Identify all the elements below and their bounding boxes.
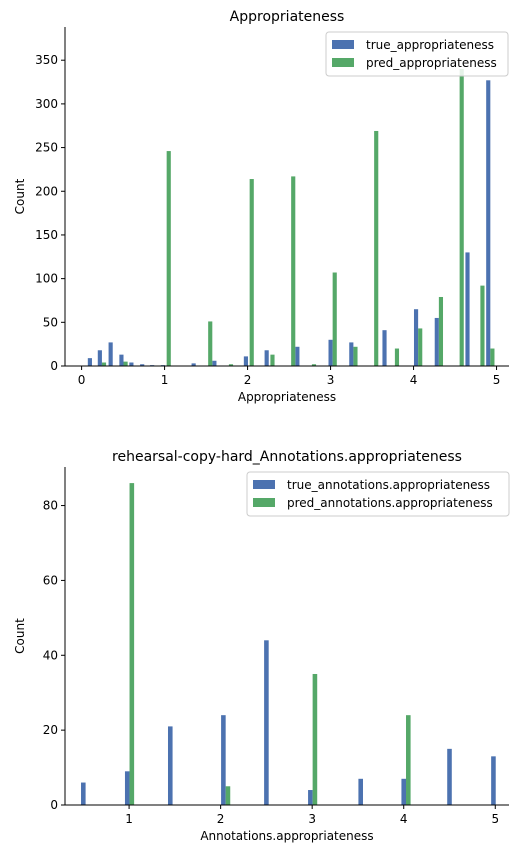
legend-swatch-pred (253, 498, 275, 507)
x-axis-label: Appropriateness (238, 390, 336, 404)
bar-pred-12 (394, 348, 400, 366)
bar-pred-2 (166, 151, 171, 366)
bar-true-6 (358, 778, 363, 805)
bar-true-12 (264, 350, 269, 366)
y-tick-label-2: 100 (35, 272, 58, 286)
bar-true-1 (97, 350, 102, 366)
bar-true-7 (401, 778, 407, 805)
y-tick-label-6: 300 (35, 97, 58, 111)
bar-true-17 (413, 309, 419, 366)
chart-title: rehearsal-copy-hard_Annotations.appropri… (112, 449, 462, 465)
x-tick-label-3: 4 (400, 812, 408, 826)
chart-1: 0 1 2 3 4 5050100150200250300350Appropriatene… (13, 9, 509, 404)
y-tick-label-2: 40 (43, 648, 58, 662)
x-tick-label-2: 2 (244, 373, 252, 387)
x-tick-label-2: 3 (308, 812, 316, 826)
y-tick-label-4: 200 (35, 184, 58, 198)
x-tick-label-5: 5 (493, 373, 501, 387)
bar-true-20 (486, 80, 491, 367)
bar-true-8 (447, 748, 452, 805)
bar-pred-14 (438, 296, 444, 366)
y-axis-label: Count (13, 618, 27, 654)
legend-label-true: true_annotations.appropriateness (287, 478, 490, 492)
bar-pred-1 (123, 361, 128, 366)
bar-pred-3 (406, 715, 411, 805)
legend-swatch-true (253, 480, 275, 489)
y-tick-label-0: 0 (50, 798, 58, 812)
bar-pred-13 (418, 328, 423, 366)
x-tick-label-3: 3 (327, 373, 335, 387)
legend-box (325, 31, 509, 77)
bar-pred-9 (332, 272, 337, 366)
chart-title: Appropriateness (230, 9, 345, 25)
y-tick-label-1: 20 (43, 723, 58, 737)
bar-pred-8 (311, 364, 317, 366)
bar-pred-15 (459, 68, 464, 366)
bar-true-0 (81, 782, 86, 805)
bar-true-13 (295, 346, 300, 366)
bar-pred-17 (490, 348, 495, 366)
bar-true-1 (124, 771, 130, 805)
x-tick-label-1: 1 (161, 373, 169, 387)
bar-pred-0 (101, 362, 107, 366)
x-tick-label-0: 1 (125, 812, 133, 826)
bar-true-9 (491, 756, 496, 805)
bar-pred-1 (225, 786, 231, 805)
legend-label-pred: pred_appropriateness (366, 56, 497, 70)
bar-pred-11 (374, 130, 379, 366)
y-tick-label-0: 0 (50, 359, 58, 373)
bar-pred-5 (249, 179, 254, 366)
bar-true-15 (349, 342, 354, 366)
bar-true-11 (243, 356, 248, 366)
bar-true-3 (119, 354, 124, 366)
bar-pred-0 (129, 483, 135, 805)
legend-swatch-pred (332, 58, 354, 67)
bar-pred-2 (312, 673, 318, 805)
y-tick-label-1: 50 (43, 315, 58, 329)
bar-true-9 (191, 363, 196, 366)
bar-pred-7 (291, 176, 296, 366)
bar-pred-16 (480, 285, 485, 366)
x-tick-label-4: 4 (410, 373, 418, 387)
y-tick-label-3: 60 (43, 573, 58, 587)
bar-true-3 (221, 715, 226, 805)
y-tick-label-4: 80 (43, 499, 58, 513)
bar-pred-6 (270, 354, 275, 366)
legend: true_annotations.appropriateness pred_ann… (246, 471, 510, 517)
bar-pred-4 (228, 364, 234, 366)
x-tick-label-4: 5 (491, 812, 499, 826)
y-tick-label-7: 350 (35, 53, 58, 67)
legend-swatch-true (332, 40, 354, 49)
y-axis-label: Count (13, 178, 27, 214)
bar-true-4 (264, 640, 269, 805)
bar-true-19 (465, 252, 470, 366)
bar-true-5 (140, 364, 145, 366)
bar-true-14 (328, 339, 333, 366)
bar-true-2 (167, 726, 173, 805)
y-tick-label-3: 150 (35, 228, 58, 242)
bar-true-5 (308, 790, 313, 805)
x-axis-label: Annotations.appropriateness (200, 829, 373, 843)
bar-pred-3 (208, 321, 213, 366)
legend-box (246, 471, 510, 517)
legend-label-pred: pred_annotations.appropriateness (287, 496, 493, 510)
bar-true-18 (434, 317, 439, 366)
legend: true_appropriateness pred_appropriateness (325, 31, 509, 77)
bar-true-0 (87, 358, 92, 366)
bar-true-2 (108, 342, 113, 366)
y-tick-label-5: 250 (35, 141, 58, 155)
bar-true-16 (382, 330, 387, 366)
bar-true-10 (212, 360, 217, 366)
chart-2: 1 2 3 4 5 0 20 40 60 80 rehearsal-copy-hard_Annota… (13, 449, 510, 843)
bar-true-4 (129, 362, 134, 366)
bar-pred-10 (353, 346, 358, 366)
legend-label-true: true_appropriateness (366, 38, 494, 52)
x-tick-label-0: 0 (78, 373, 86, 387)
x-tick-label-1: 2 (217, 812, 225, 826)
